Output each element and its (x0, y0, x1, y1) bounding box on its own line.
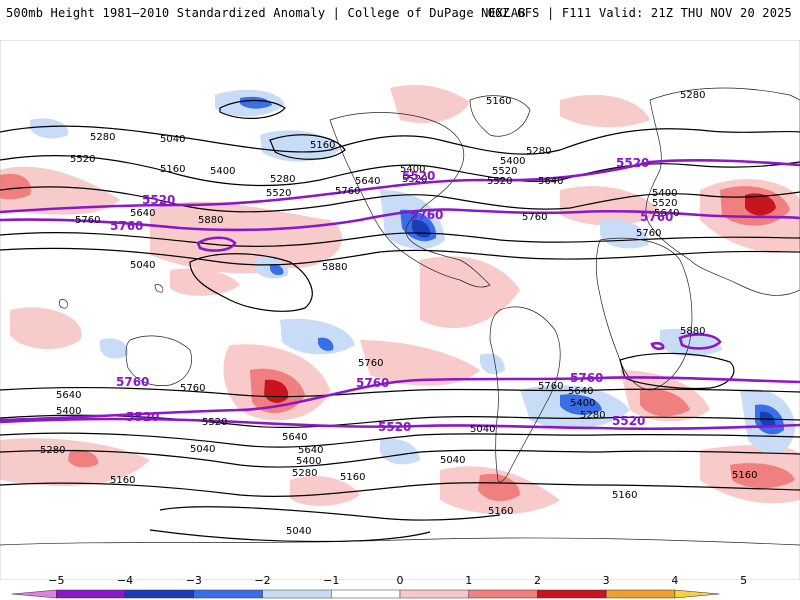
key-contour-label: 5520 (378, 420, 411, 434)
key-contour-label: 5760 (640, 210, 673, 224)
legend-color-swatch (124, 589, 195, 599)
contour-label: 5760 (538, 381, 563, 392)
key-contour-label: 5760 (356, 376, 389, 390)
key-contour-label: 5760 (110, 219, 143, 233)
contour-label: 5640 (282, 432, 307, 443)
contour-label: 5280 (580, 410, 605, 421)
contour-label: 5640 (538, 176, 563, 187)
contour-label: 5160 (488, 506, 513, 517)
key-contour-label: 5520 (402, 169, 435, 183)
contour-label: 5040 (190, 444, 215, 455)
legend-color-swatch (193, 589, 263, 599)
legend-tick-label: −4 (117, 574, 133, 587)
contour-label: 5640 (130, 208, 155, 219)
key-contour-labels: 5520 5760 5520 5760 5520 5760 5760 5760 … (110, 156, 673, 434)
coastlines (0, 87, 800, 546)
contour-label: 5520 (492, 166, 517, 177)
contour-label: 5520 (487, 176, 512, 187)
legend-color-swatch (331, 589, 401, 599)
contour-label: 5160 (110, 475, 135, 486)
legend-tick-label: −3 (186, 574, 202, 587)
contour-label: 5040 (286, 526, 311, 537)
legend-tick-label: 0 (397, 574, 404, 587)
contour-label: 5400 (400, 164, 425, 175)
legend-tick-label: 5 (740, 574, 747, 587)
contour-label: 5760 (335, 186, 360, 197)
contour-label: 5400 (56, 406, 81, 417)
contour-labels: 5280 5040 5160 5520 5400 5280 5160 5040 … (40, 90, 757, 537)
legend-ticks: −5 −4 −3 −2 −1 0 1 2 3 4 5 (48, 574, 747, 587)
contour-label: 5160 (612, 490, 637, 501)
contour-label: 5160 (160, 164, 185, 175)
legend-color-swatch (262, 589, 332, 599)
legend-tick-label: 3 (603, 574, 610, 587)
contour-label: 5400 (210, 166, 235, 177)
contour-label: 5640 (355, 176, 380, 187)
key-contour-label: 5520 (616, 156, 649, 170)
legend-tick-label: 1 (465, 574, 472, 587)
contour-label: 5760 (180, 383, 205, 394)
contour-label: 5400 (570, 398, 595, 409)
legend-color-swatch (537, 589, 607, 599)
key-contour-label: 5520 (612, 414, 645, 428)
key-contour-label: 5760 (116, 375, 149, 389)
contour-label: 5280 (40, 445, 65, 456)
contour-label: 5040 (160, 134, 185, 145)
contour-label: 5760 (522, 212, 547, 223)
legend-tick-label: −1 (323, 574, 339, 587)
contour-label: 5040 (130, 260, 155, 271)
contour-label: 5760 (636, 228, 661, 239)
key-contours (0, 159, 800, 431)
contour-label: 5760 (75, 215, 100, 226)
contour-label: 5520 (70, 154, 95, 165)
legend-tick-label: 4 (671, 574, 678, 587)
legend-color-swatch (605, 589, 676, 599)
legend-tick-label: 2 (534, 574, 541, 587)
contour-label: 5880 (198, 215, 223, 226)
contour-label: 5400 (500, 156, 525, 167)
contour-label: 5400 (652, 188, 677, 199)
key-contour-label: 5520 (142, 193, 175, 207)
contour-label: 5040 (470, 424, 495, 435)
contour-label: 5520 (266, 188, 291, 199)
contour-label: 5160 (310, 140, 335, 151)
legend-color-swatch (11, 589, 57, 599)
contour-label: 5280 (90, 132, 115, 143)
contour-label: 5160 (340, 472, 365, 483)
legend-color-bar (11, 589, 720, 599)
contour-label: 5640 (56, 390, 81, 401)
map-title: 500mb Height 1981–2010 Standardized Anom… (6, 6, 526, 20)
anomaly-map[interactable]: 5280 5040 5160 5520 5400 5280 5160 5040 … (0, 40, 800, 580)
legend-tick-label: −5 (48, 574, 64, 587)
contour-label: 5280 (270, 174, 295, 185)
model-run-info: 06Z GFS | F111 Valid: 21Z THU NOV 20 202… (487, 6, 792, 20)
contour-label: 5280 (526, 146, 551, 157)
contour-label: 5520 (652, 198, 677, 209)
key-contour-label: 5760 (570, 371, 603, 385)
contour-label: 5760 (358, 358, 383, 369)
contour-label: 5640 (298, 445, 323, 456)
legend-color-swatch (674, 589, 720, 599)
contour-label: 5280 (292, 468, 317, 479)
color-scale-legend: −5 −4 −3 −2 −1 0 1 2 3 4 5 (11, 574, 747, 599)
contour-label: 5520 (202, 417, 227, 428)
legend-color-swatch (468, 589, 538, 599)
legend-color-swatch (399, 589, 469, 599)
contour-label: 5880 (322, 262, 347, 273)
contour-label: 5280 (680, 90, 705, 101)
height-contours (0, 99, 800, 543)
contour-label: 5400 (296, 456, 321, 467)
key-contour-label: 5760 (410, 208, 443, 222)
contour-label: 5040 (440, 455, 465, 466)
contour-label: 5160 (486, 96, 511, 107)
key-contour-label: 5520 (126, 410, 159, 424)
header: 500mb Height 1981–2010 Standardized Anom… (0, 0, 800, 40)
contour-label: 5520 (402, 174, 427, 185)
contour-label: 5640 (568, 386, 593, 397)
legend-color-swatch (56, 589, 126, 599)
contour-label: 5880 (680, 326, 705, 337)
legend-tick-label: −2 (254, 574, 270, 587)
contour-label: 5160 (732, 470, 757, 481)
contour-label: 5640 (654, 208, 679, 219)
